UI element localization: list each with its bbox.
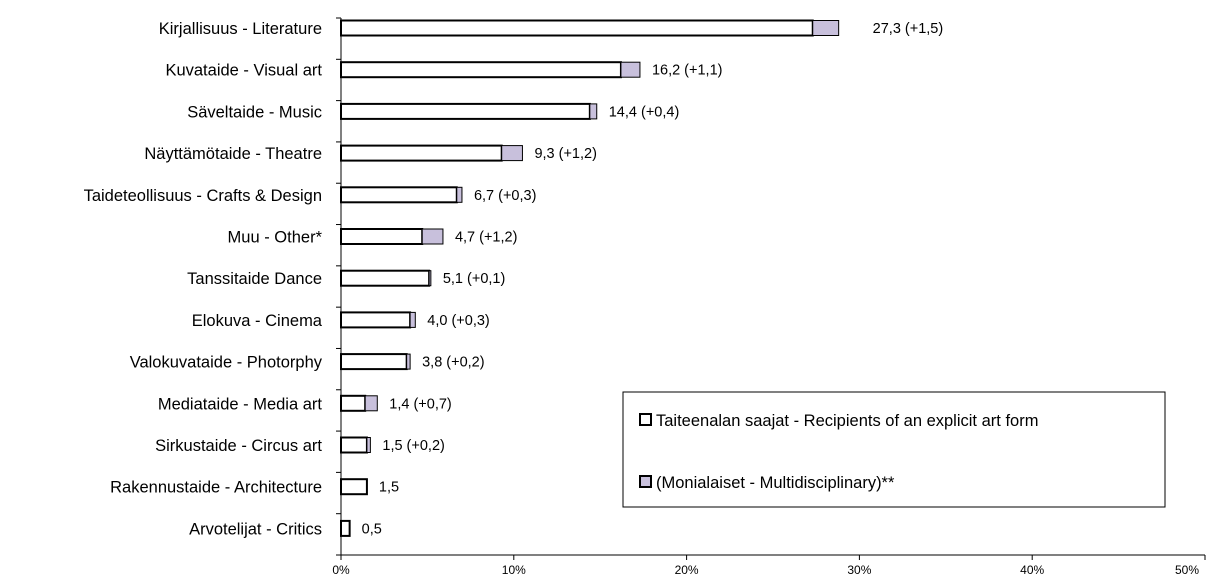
category-label: Kirjallisuus - Literature	[159, 20, 322, 38]
bar-recipients	[340, 478, 368, 496]
category-label: Elokuva - Cinema	[192, 312, 323, 330]
bar-recipients	[340, 519, 351, 537]
category-label: Sirkustaide - Circus art	[155, 437, 322, 455]
data-label: 5,1 (+0,1)	[443, 271, 505, 287]
data-label: 1,5 (+0,2)	[382, 438, 444, 454]
x-tick-label: 20%	[675, 563, 699, 574]
x-tick-label: 30%	[847, 563, 871, 574]
bar-multidisciplinary	[456, 186, 463, 203]
legend: Taiteenalan saajat - Recipients of an ex…	[622, 391, 1166, 508]
bar-multidisciplinary	[421, 228, 444, 245]
category-label: Tanssitaide Dance	[187, 270, 322, 288]
legend-label-recipients: Taiteenalan saajat - Recipients of an ex…	[656, 412, 1038, 430]
bar-recipients	[340, 144, 503, 162]
data-label: 6,7 (+0,3)	[474, 188, 536, 204]
x-tick-label: 40%	[1020, 563, 1044, 574]
category-label: Mediataide - Media art	[158, 395, 323, 413]
category-label: Valokuvataide - Photorphy	[130, 354, 323, 372]
category-label: Taideteollisuus - Crafts & Design	[84, 187, 322, 205]
bar-recipients	[340, 186, 458, 204]
category-label: Arvotelijat - Critics	[189, 520, 322, 538]
category-label: Rakennustaide - Architecture	[110, 479, 322, 497]
bar-multidisciplinary	[406, 353, 411, 370]
bar-multidisciplinary	[428, 270, 432, 287]
category-labels: Kirjallisuus - Literature Kuvataide - Vis…	[84, 20, 323, 538]
bar-recipients	[340, 394, 367, 412]
data-label: 4,7 (+1,2)	[455, 230, 517, 246]
category-label: Näyttämötaide - Theatre	[144, 145, 322, 163]
bar-recipients	[340, 19, 814, 37]
bar-recipients	[340, 61, 622, 79]
data-label: 0,5	[362, 521, 382, 537]
legend-swatch-multidisciplinary	[639, 475, 652, 488]
data-label: 3,8 (+0,2)	[422, 355, 484, 371]
bar-recipients	[340, 102, 591, 120]
x-tick-label: 50%	[1175, 563, 1199, 574]
legend-box	[622, 391, 1166, 508]
bar-recipients	[340, 353, 408, 371]
category-label: Kuvataide - Visual art	[165, 62, 322, 80]
x-tick-label: 10%	[502, 563, 526, 574]
bar-multidisciplinary	[812, 20, 840, 36]
bar-multidisciplinary	[589, 103, 598, 120]
bar-recipients	[340, 436, 368, 454]
data-label: 14,4 (+0,4)	[609, 104, 680, 120]
category-label: Muu - Other*	[228, 229, 323, 247]
legend-swatch-recipients	[639, 413, 652, 426]
data-label: 1,4 (+0,7)	[389, 396, 451, 412]
x-tick-label: 0%	[332, 563, 350, 574]
data-label: 1,5	[379, 480, 399, 496]
legend-label-multidisciplinary: (Monialaiset - Multidisciplinary)**	[656, 474, 895, 492]
data-label: 16,2 (+1,1)	[652, 63, 723, 79]
data-label: 4,0 (+0,3)	[427, 313, 489, 329]
data-label: 9,3 (+1,2)	[534, 146, 596, 162]
data-label: 27,3 (+1,5)	[873, 21, 944, 37]
bar-recipients	[340, 228, 424, 245]
bar-multidisciplinary	[501, 145, 523, 162]
bar-recipients	[340, 311, 412, 329]
bar-multidisciplinary	[409, 311, 416, 328]
bar-recipients	[340, 269, 431, 287]
bar-multidisciplinary	[364, 395, 378, 412]
value-labels: 27,3 (+1,5) 16,2 (+1,1) 14,4 (+0,4) 9,3 (+1…	[362, 21, 944, 537]
x-axis-ticks: 0% 10% 20% 30% 40% 50%	[332, 17, 1206, 574]
category-label: Säveltaide - Music	[187, 103, 322, 121]
bar-multidisciplinary	[366, 437, 371, 453]
bar-multidisciplinary	[620, 61, 641, 78]
